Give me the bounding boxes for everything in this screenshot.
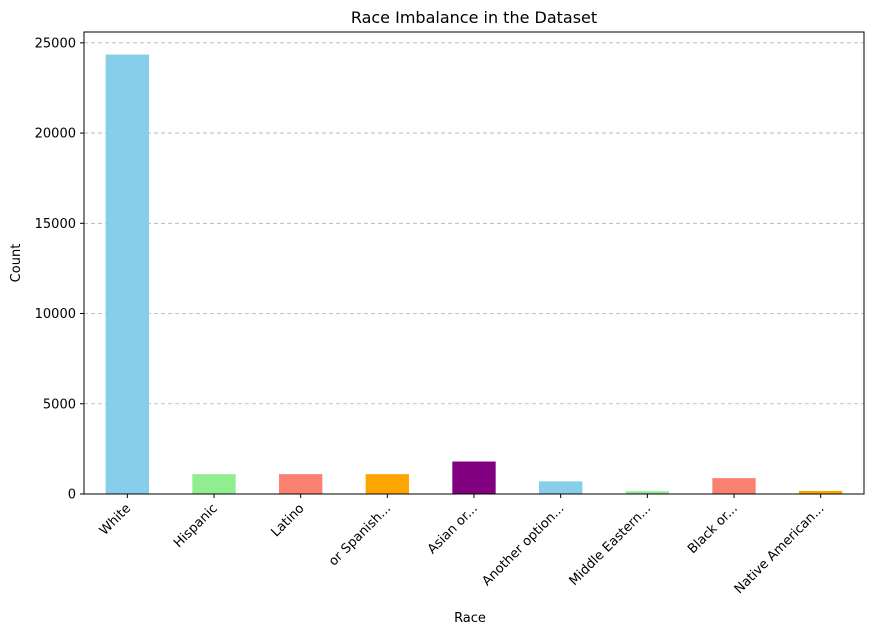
x-tick-label: White bbox=[97, 501, 134, 538]
bar bbox=[799, 490, 843, 494]
gridlines bbox=[84, 42, 864, 405]
bar bbox=[365, 474, 409, 494]
x-tick-label: Another option... bbox=[480, 501, 568, 589]
x-tick-label: Middle Eastern... bbox=[567, 501, 655, 589]
y-axis-label: Count bbox=[9, 244, 24, 283]
x-tick-label: Hispanic bbox=[171, 501, 221, 551]
x-tick-label: Native American... bbox=[732, 501, 828, 597]
bar bbox=[539, 481, 583, 494]
bar bbox=[452, 461, 496, 494]
bar bbox=[712, 478, 756, 494]
y-tick-label: 10000 bbox=[35, 307, 76, 322]
y-tick-label: 5000 bbox=[43, 397, 76, 412]
x-tick-label: Latino bbox=[269, 501, 308, 540]
bar bbox=[105, 54, 149, 494]
bar bbox=[625, 491, 669, 494]
y-axis-ticks: 0 5000 10000 15000 20000 25000 bbox=[35, 36, 84, 503]
x-tick-label: Asian or... bbox=[425, 501, 481, 557]
plot-background bbox=[84, 32, 864, 494]
bar bbox=[192, 474, 236, 494]
bars bbox=[105, 54, 843, 494]
bar bbox=[279, 474, 323, 494]
chart-title: Race Imbalance in the Dataset bbox=[351, 8, 597, 27]
x-tick-label: or Spanish... bbox=[326, 501, 394, 569]
y-tick-label: 25000 bbox=[35, 36, 76, 51]
y-tick-label: 15000 bbox=[35, 217, 76, 232]
x-tick-label: Black or... bbox=[685, 501, 741, 557]
x-axis-label: Race bbox=[454, 611, 486, 626]
x-axis-ticks: White Hispanic Latino or Spanish... Asian or… bbox=[97, 494, 828, 597]
y-tick-label: 0 bbox=[68, 488, 76, 503]
y-tick-label: 20000 bbox=[35, 127, 76, 142]
